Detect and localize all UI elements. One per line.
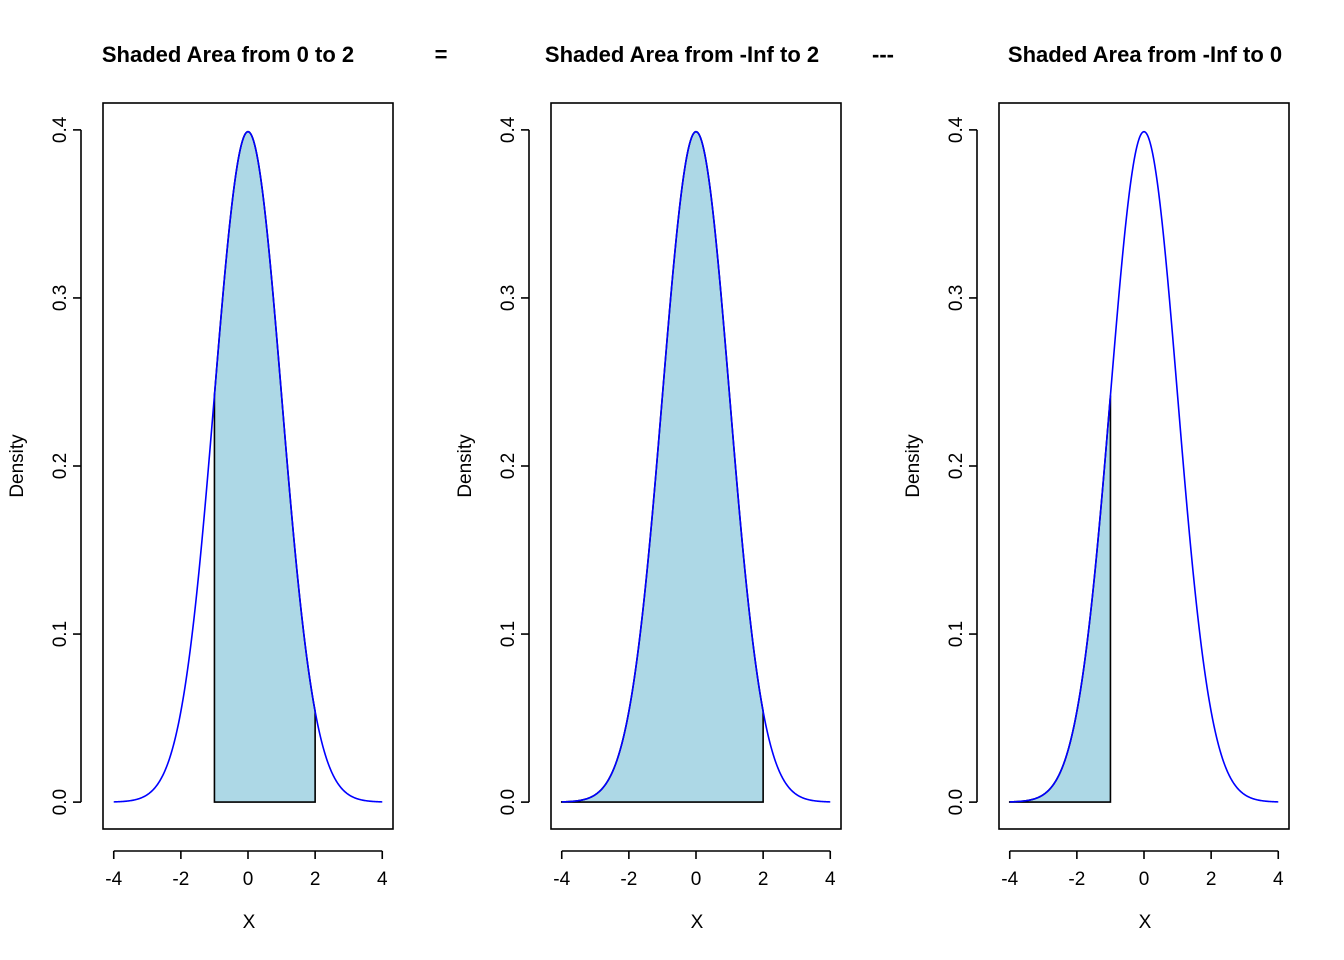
density-curve bbox=[113, 130, 383, 803]
x-tick-label: 4 bbox=[377, 869, 388, 890]
x-tick-label: -2 bbox=[620, 869, 637, 890]
x-tick-label: 0 bbox=[691, 869, 702, 890]
panel-0to2: Shaded Area from 0 to 2 X Density -4 -2 0 2… bbox=[7, 42, 394, 933]
y-tick-label: 0.4 bbox=[946, 116, 967, 143]
y-tick-label: 0.0 bbox=[946, 789, 967, 815]
panel-neginf-to2: Shaded Area from -Inf to 2 X Density -4 -… bbox=[455, 42, 842, 933]
plot-frame bbox=[550, 102, 842, 830]
y-tick-label: 0.4 bbox=[498, 116, 519, 143]
y-tick-label: 0.1 bbox=[50, 621, 71, 647]
x-tick-label: 0 bbox=[1139, 869, 1150, 890]
x-tick-label: -4 bbox=[105, 869, 122, 890]
y-axis-label: Density bbox=[7, 434, 28, 498]
density-curve bbox=[561, 130, 831, 803]
y-tick-label: 0.3 bbox=[498, 285, 519, 311]
y-axis-label: Density bbox=[455, 434, 476, 498]
x-tick-label: 2 bbox=[310, 869, 321, 890]
x-axis-label: X bbox=[691, 912, 704, 933]
x-axis-label: X bbox=[1139, 912, 1152, 933]
y-axis-label: Density bbox=[903, 434, 924, 498]
plot-frame bbox=[998, 102, 1290, 830]
shaded-area bbox=[1008, 395, 1112, 803]
y-tick-label: 0.2 bbox=[498, 453, 519, 479]
x-tick-label: 2 bbox=[758, 869, 769, 890]
y-tick-label: 0.2 bbox=[50, 453, 71, 479]
density-curve bbox=[1009, 130, 1279, 803]
x-tick-label: -2 bbox=[172, 869, 189, 890]
chart-title: Shaded Area from -Inf to 0 bbox=[1008, 42, 1282, 67]
x-tick-label: 4 bbox=[825, 869, 836, 890]
y-tick-label: 0.1 bbox=[946, 621, 967, 647]
y-tick-label: 0.2 bbox=[946, 453, 967, 479]
x-axis-label: X bbox=[243, 912, 256, 933]
x-tick-label: -2 bbox=[1068, 869, 1085, 890]
x-tick-label: 2 bbox=[1206, 869, 1217, 890]
x-tick-label: 4 bbox=[1273, 869, 1284, 890]
y-tick-label: 0.4 bbox=[50, 116, 71, 143]
y-tick-label: 0.3 bbox=[50, 285, 71, 311]
operator-minus: --- bbox=[872, 42, 894, 67]
y-tick-label: 0.0 bbox=[50, 789, 71, 815]
operator-equals: = bbox=[435, 42, 448, 67]
x-tick-label: -4 bbox=[553, 869, 570, 890]
x-tick-label: -4 bbox=[1001, 869, 1018, 890]
y-tick-label: 0.1 bbox=[498, 621, 519, 647]
panel-neginf-to0: Shaded Area from -Inf to 0 X Density -4 -… bbox=[903, 42, 1290, 933]
y-tick-label: 0.0 bbox=[498, 789, 519, 815]
plot-frame bbox=[102, 102, 394, 830]
shaded-area bbox=[560, 130, 764, 803]
x-tick-label: 0 bbox=[243, 869, 254, 890]
y-tick-label: 0.3 bbox=[946, 285, 967, 311]
chart-title: Shaded Area from 0 to 2 bbox=[102, 42, 354, 67]
chart-title: Shaded Area from -Inf to 2 bbox=[545, 42, 819, 67]
